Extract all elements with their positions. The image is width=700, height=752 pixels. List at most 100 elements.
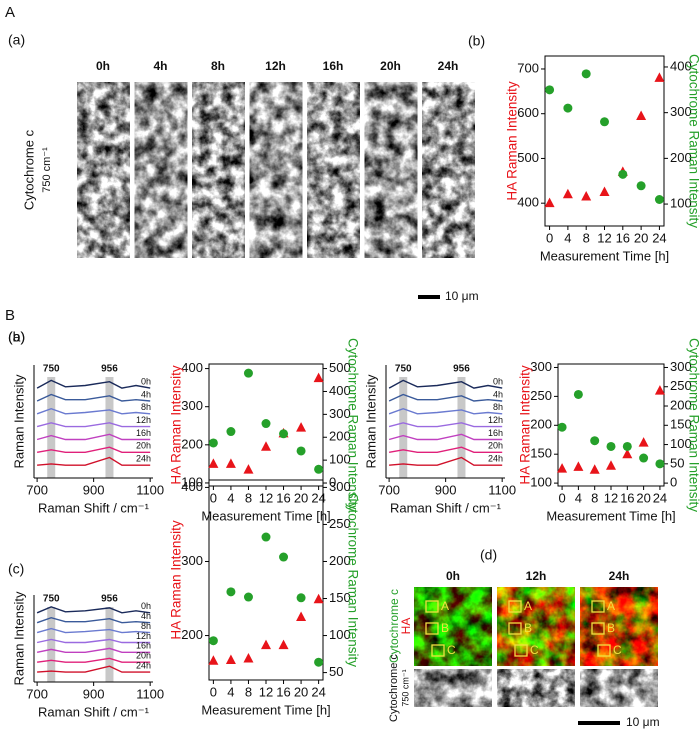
triangle-point xyxy=(243,464,254,474)
y-tick-label: 300 xyxy=(181,553,203,568)
triangle-point xyxy=(208,458,219,468)
x-tick-label: 1100 xyxy=(136,686,164,701)
y2-tick-label: 300 xyxy=(329,479,351,494)
time-label: 16h xyxy=(323,59,344,73)
spectrum-line xyxy=(388,433,503,441)
triangle-point xyxy=(589,464,600,474)
series-label: 20h xyxy=(488,441,503,451)
y2-tick-label: 100 xyxy=(670,436,692,451)
y2-tick-label: 100 xyxy=(670,196,692,211)
x-axis-label: Raman Shift / cm⁻¹ xyxy=(38,704,150,719)
region-box xyxy=(591,622,605,635)
x-tick-label: 16 xyxy=(276,490,290,505)
triangle-point xyxy=(208,655,219,665)
x-tick-label: 4 xyxy=(227,684,234,699)
y2-tick-label: 300 xyxy=(329,406,351,421)
region-box xyxy=(591,600,605,613)
triangle-point xyxy=(654,385,665,395)
region-box xyxy=(597,644,611,657)
micrograph xyxy=(249,82,303,258)
circle-point xyxy=(208,438,218,448)
row-label: Cytochrome c xyxy=(21,129,36,210)
y2-tick-label: 150 xyxy=(329,590,351,605)
y-axis-label: Raman Intensity xyxy=(11,374,26,468)
spectrum-line xyxy=(388,393,503,402)
x-tick-label: 900 xyxy=(435,482,457,497)
y-tick-label: 400 xyxy=(181,360,203,375)
y2-axis-label: Cytochrome Raman Intensity xyxy=(345,338,360,512)
y-tick-label: 200 xyxy=(530,417,552,432)
micrograph xyxy=(307,82,360,258)
series-label: 4h xyxy=(493,389,503,399)
circle-point xyxy=(639,453,649,463)
x-tick-label: 20 xyxy=(294,490,308,505)
y2-axis-label: Cytochrome Raman Intensity xyxy=(686,54,700,228)
series-label: 0h xyxy=(141,376,151,386)
time-label: 8h xyxy=(211,59,225,73)
region-label: A xyxy=(441,599,449,613)
highlight-label: 956 xyxy=(453,364,470,375)
spectrum-line xyxy=(36,422,151,428)
y-tick-label: 500 xyxy=(517,150,539,165)
triangle-point xyxy=(225,458,236,468)
circle-point xyxy=(296,593,306,603)
subpanel-label: (a) xyxy=(8,329,25,345)
x-tick-label: 0 xyxy=(210,684,217,699)
x-tick-label: 20 xyxy=(636,490,650,505)
circle-point xyxy=(581,69,591,79)
triangle-point xyxy=(622,448,633,459)
y-axis-label: HA Raman Intensity xyxy=(505,81,520,201)
series-label: 4h xyxy=(141,389,151,399)
x-tick-label: 16 xyxy=(620,490,634,505)
spectrum-line xyxy=(36,433,151,441)
triangle-point xyxy=(313,372,324,383)
y-tick-label: 600 xyxy=(517,105,539,120)
series-label: 20h xyxy=(136,651,151,661)
x-tick-label: 20 xyxy=(294,684,308,699)
series-label: 24h xyxy=(136,660,151,670)
micrograph xyxy=(364,82,418,258)
circle-point xyxy=(261,419,271,429)
x-tick-label: 0 xyxy=(210,490,217,505)
micrograph xyxy=(580,587,658,666)
x-tick-label: 4 xyxy=(575,490,582,505)
region-box xyxy=(514,644,528,657)
circle-point xyxy=(261,532,271,542)
circle-point xyxy=(618,169,628,179)
y-tick-label: 700 xyxy=(517,60,539,75)
micrograph xyxy=(497,669,575,707)
series-label: 12h xyxy=(488,415,503,425)
x-tick-label: 24 xyxy=(653,490,667,505)
y-tick-label: 400 xyxy=(517,195,539,210)
y2-tick-label: 300 xyxy=(670,104,692,119)
y2-tick-label: 250 xyxy=(329,516,351,531)
spectrum-line xyxy=(388,422,503,428)
highlight-label: 750 xyxy=(43,364,60,375)
y2-tick-label: 200 xyxy=(670,397,692,412)
circle-point xyxy=(243,368,253,378)
x-tick-label: 0 xyxy=(558,490,565,505)
time-label: 20h xyxy=(380,59,401,73)
highlight-band xyxy=(399,377,408,478)
circle-point xyxy=(606,441,616,451)
y2-axis-label: Cytochrome Raman Intensity xyxy=(686,338,700,512)
x-tick-label: 8 xyxy=(591,490,598,505)
row-sublabel: 750 cm⁻¹ xyxy=(400,669,410,706)
region-box xyxy=(508,600,522,613)
circle-point xyxy=(557,422,567,432)
triangle-point xyxy=(638,437,649,447)
x-tick-label: 24 xyxy=(311,490,325,505)
circle-point xyxy=(655,459,665,469)
region-label: C xyxy=(447,643,456,657)
spectrum-line xyxy=(36,606,151,614)
series-label: 0h xyxy=(141,601,151,611)
y2-tick-label: 150 xyxy=(670,417,692,432)
spectrum-line xyxy=(388,379,503,389)
y2-tick-label: 50 xyxy=(670,455,684,470)
time-label: 12h xyxy=(526,569,547,583)
triangle-point xyxy=(557,463,568,473)
highlight-label: 750 xyxy=(43,594,60,605)
spectrum-line xyxy=(37,665,151,673)
circle-point xyxy=(226,587,236,597)
series-label: 16h xyxy=(488,428,503,438)
